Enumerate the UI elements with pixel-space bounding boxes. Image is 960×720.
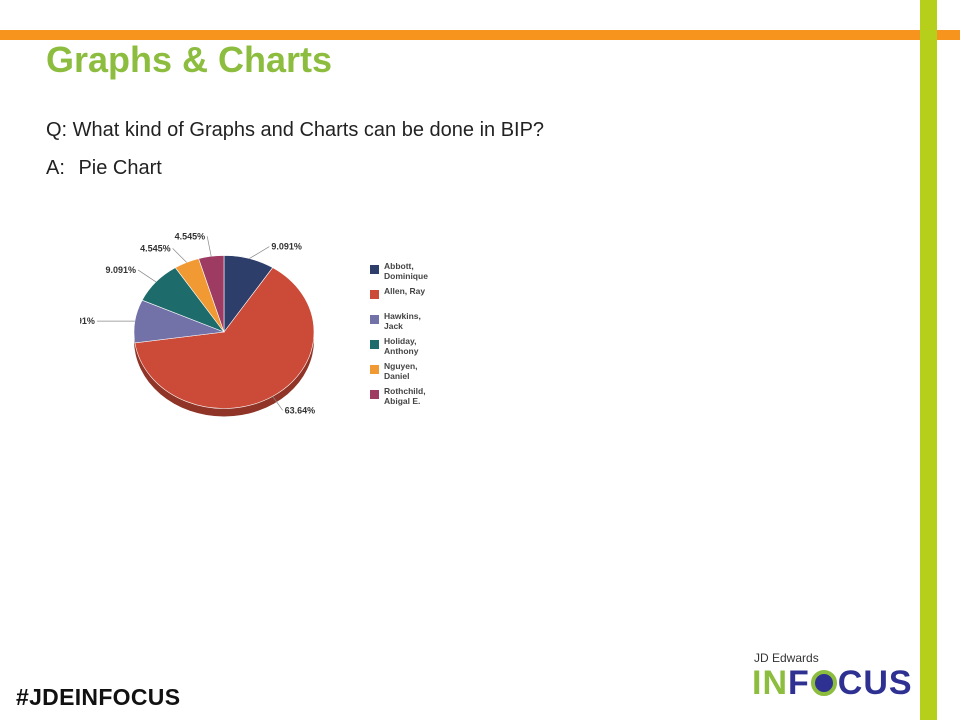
brand-jd-edwards: JD Edwards bbox=[754, 651, 819, 665]
legend-label-4-1: Daniel bbox=[384, 371, 410, 381]
pie-leader-line-5 bbox=[206, 236, 212, 257]
logo-in-text: IN bbox=[752, 664, 788, 702]
pie-data-label-3: 9.091% bbox=[105, 265, 136, 275]
legend-label-5-1: Abigal E. bbox=[384, 396, 420, 406]
legend-label-4-0: Nguyen, bbox=[384, 361, 418, 371]
legend-label-3-0: Holiday, bbox=[384, 336, 416, 346]
logo-o-icon bbox=[810, 670, 837, 696]
pie-slice-5 bbox=[198, 255, 225, 333]
pie-data-label-0: 9.091% bbox=[271, 242, 302, 252]
question-text: Q: What kind of Graphs and Charts can be… bbox=[46, 119, 545, 141]
answer-label: A: bbox=[46, 157, 65, 179]
pie-data-label-4: 4.545% bbox=[140, 243, 171, 253]
pie-leader-line-1 bbox=[272, 396, 283, 411]
legend-label-0-0: Abbott, bbox=[384, 261, 414, 271]
pie-data-label-5: 4.545% bbox=[175, 231, 206, 241]
legend-swatch-0 bbox=[370, 265, 379, 274]
infocus-logo: INF CUS bbox=[752, 664, 913, 702]
legend-label-0-1: Dominique bbox=[384, 271, 428, 281]
legend-label-3-1: Anthony bbox=[384, 346, 419, 356]
pie-leader-line-0 bbox=[249, 246, 270, 259]
legend-label-5-0: Rothchild, bbox=[384, 386, 426, 396]
green-side-bar bbox=[920, 0, 937, 720]
hashtag: #JDEINFOCUS bbox=[16, 684, 181, 710]
legend-swatch-1 bbox=[370, 290, 379, 299]
legend-label-2-0: Hawkins, bbox=[384, 311, 421, 321]
legend-swatch-4 bbox=[370, 365, 379, 374]
legend-label-2-1: Jack bbox=[384, 321, 403, 331]
answer-text: Pie Chart bbox=[78, 157, 162, 179]
legend-swatch-2 bbox=[370, 315, 379, 324]
legend-swatch-5 bbox=[370, 390, 379, 399]
pie-chart: 9.091% 63.64% 9.091% 9.091% 4.545% 4.545% Abbo… bbox=[80, 231, 428, 417]
pie-data-label-2: 9.091% bbox=[80, 316, 95, 326]
logo-rest-text: CUS bbox=[837, 664, 913, 702]
orange-header-bar bbox=[0, 30, 960, 40]
legend-label-1-0: Allen, Ray bbox=[384, 286, 425, 296]
pie-data-label-1: 63.64% bbox=[285, 405, 316, 415]
pie-leader-line-4 bbox=[172, 248, 187, 263]
answer-line: A: Pie Chart bbox=[46, 155, 162, 181]
pie-slice-1 bbox=[134, 267, 315, 409]
legend-swatch-3 bbox=[370, 340, 379, 349]
slide-title: Graphs & Charts bbox=[46, 39, 333, 80]
pie-leader-line-3 bbox=[137, 269, 157, 283]
